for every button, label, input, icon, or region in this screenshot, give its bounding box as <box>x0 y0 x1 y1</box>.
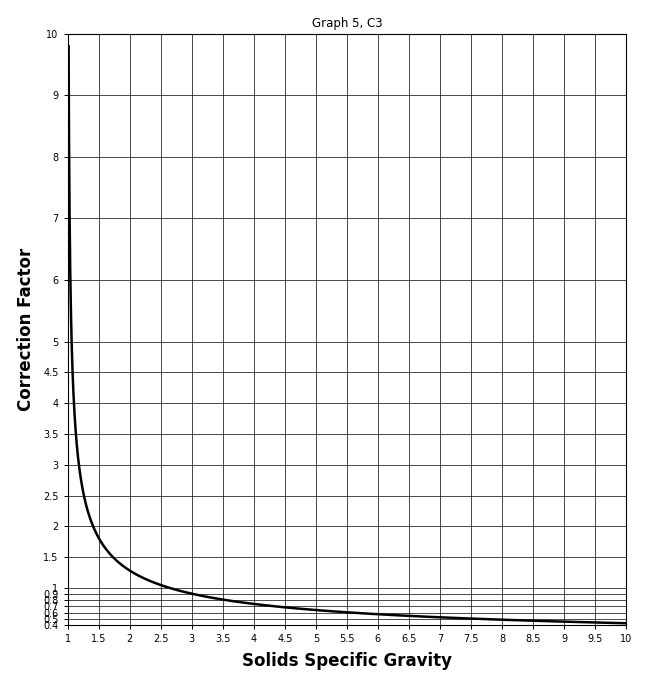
Y-axis label: Correction Factor: Correction Factor <box>17 248 34 411</box>
X-axis label: Solids Specific Gravity: Solids Specific Gravity <box>242 653 452 671</box>
Title: Graph 5, C3: Graph 5, C3 <box>312 16 382 30</box>
